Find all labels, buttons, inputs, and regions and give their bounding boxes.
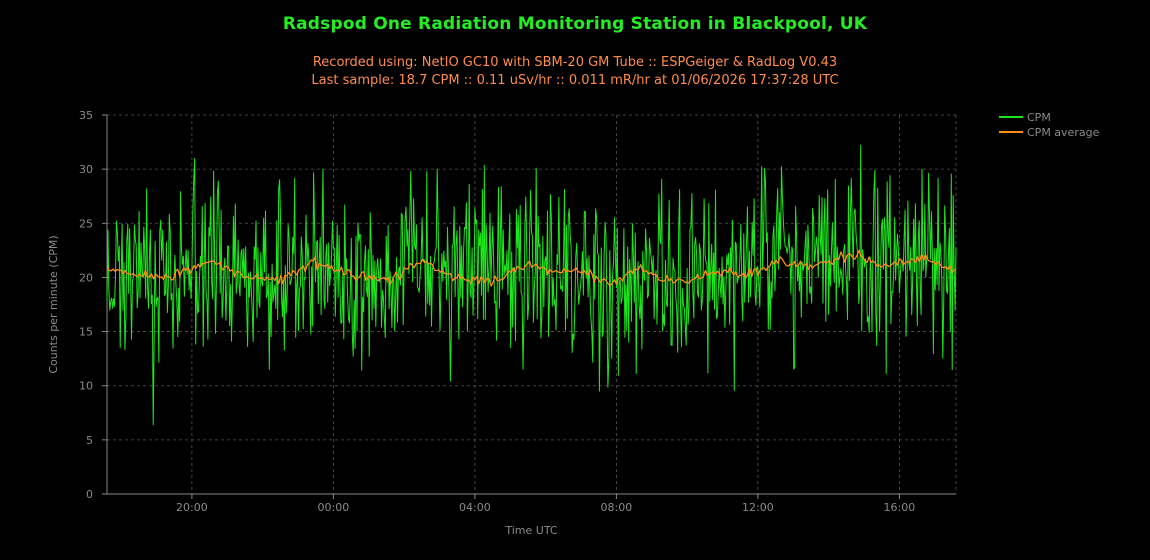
plot-area	[106, 144, 957, 426]
x-tick-label: 04:00	[459, 501, 491, 514]
chart-title: Radspod One Radiation Monitoring Station…	[282, 14, 868, 34]
y-tick-label: 10	[79, 380, 93, 393]
y-tick-label: 0	[86, 488, 93, 501]
y-tick-label: 35	[79, 109, 93, 122]
x-tick-label: 08:00	[601, 501, 633, 514]
chart-subtitle-recorder: Recorded using: NetIO GC10 with SBM-20 G…	[312, 55, 838, 70]
cpm-series-line	[106, 144, 957, 426]
y-tick-label: 25	[79, 217, 93, 230]
y-tick-label: 20	[79, 271, 93, 284]
x-axis-ticks: 20:00 00:00 04:00 08:00 12:00 16:00	[176, 494, 915, 514]
chart-subtitle-last-sample: Last sample: 18.7 CPM :: 0.11 uSv/hr :: …	[311, 73, 839, 88]
y-tick-label: 5	[86, 434, 93, 447]
cpm-average-series-line	[106, 249, 957, 287]
legend-label-cpm-average: CPM average	[1027, 126, 1100, 139]
axes	[106, 115, 957, 495]
x-tick-label: 16:00	[884, 501, 916, 514]
y-axis-label: Counts per minute (CPM)	[47, 235, 60, 373]
x-tick-label: 00:00	[318, 501, 350, 514]
legend-label-cpm: CPM	[1027, 111, 1051, 124]
y-axis-ticks: 0 5 10 15 20 25 30 35	[79, 109, 107, 501]
y-tick-label: 30	[79, 163, 93, 176]
x-tick-label: 12:00	[742, 501, 774, 514]
legend: CPM CPM average	[999, 111, 1100, 139]
y-tick-label: 15	[79, 326, 93, 339]
x-axis-label: Time UTC	[504, 524, 558, 537]
x-tick-label: 20:00	[176, 501, 208, 514]
